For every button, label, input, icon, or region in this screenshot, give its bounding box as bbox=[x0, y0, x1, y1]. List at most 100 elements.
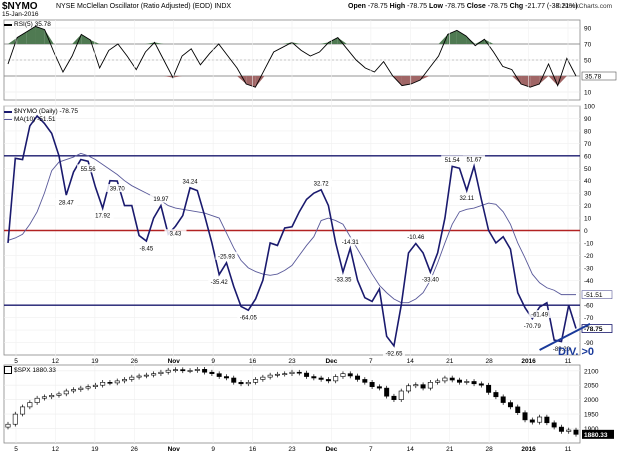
spx-candle bbox=[49, 395, 55, 398]
nymo-data-label-bg bbox=[310, 178, 333, 187]
nymo-data-label-bg bbox=[91, 211, 114, 220]
spx-candle bbox=[245, 382, 251, 385]
nymo-data-label-bg bbox=[208, 277, 231, 286]
spx-x-tick-label: 2016 bbox=[521, 446, 536, 453]
nymo-x-tick-label: 14 bbox=[407, 358, 415, 365]
spx-candle bbox=[376, 386, 382, 389]
nymo-data-label-bg bbox=[463, 155, 486, 164]
nymo-data-label: 19.97 bbox=[153, 197, 169, 203]
rsi-oversold-fill bbox=[255, 76, 265, 88]
spx-candle bbox=[355, 375, 361, 380]
nymo-y-tick-label: -20 bbox=[584, 253, 594, 260]
spx-candle bbox=[478, 383, 484, 386]
spx-candle bbox=[449, 377, 455, 381]
spx-candle bbox=[71, 389, 77, 392]
rsi-legend-swatch-icon bbox=[4, 23, 12, 26]
nymo-x-tick-label: 19 bbox=[91, 358, 99, 365]
spx-candle bbox=[457, 379, 462, 383]
ohlc-readout: Open -78.75 High -78.75 Low -78.75 Close… bbox=[348, 3, 578, 10]
spx-candle bbox=[282, 373, 288, 375]
spx-candle bbox=[362, 379, 368, 383]
nymo-y-tick-label: -60 bbox=[584, 303, 594, 310]
spx-candle bbox=[34, 397, 40, 403]
nymo-data-label: 32.72 bbox=[314, 181, 330, 187]
spx-candle bbox=[92, 384, 98, 387]
nymo-data-label: 55.56 bbox=[81, 167, 97, 173]
nymo-y-tick-label: -10 bbox=[584, 240, 594, 247]
spx-candle bbox=[325, 379, 331, 382]
spx-x-tick-label: 9 bbox=[211, 446, 215, 453]
high-label: High bbox=[389, 3, 406, 10]
nymo-data-label-bg bbox=[528, 310, 551, 319]
spx-candle bbox=[573, 429, 579, 435]
spx-y-tick-label: 2050 bbox=[584, 383, 599, 390]
spx-candle bbox=[304, 372, 310, 377]
rsi-y-tick-label: 50 bbox=[584, 58, 592, 65]
spx-candle bbox=[311, 376, 317, 379]
spx-candle bbox=[347, 373, 353, 377]
ma-last-value-box bbox=[581, 290, 613, 299]
nymo-data-label-bg bbox=[382, 348, 405, 357]
spx-x-tick-label: 23 bbox=[288, 446, 296, 453]
spx-candle bbox=[100, 382, 106, 386]
spx-candle bbox=[420, 384, 426, 389]
nymo-y-tick-label: 60 bbox=[584, 153, 592, 160]
nymo-data-label-bg bbox=[164, 229, 187, 238]
spx-candle bbox=[209, 371, 215, 374]
spx-candle bbox=[122, 379, 127, 382]
rsi-overbought-fill bbox=[44, 29, 54, 44]
spx-candle bbox=[274, 373, 280, 376]
close-value: -78.75 bbox=[487, 3, 508, 10]
spx-candle bbox=[413, 384, 419, 387]
rsi-legend-label: RSI(5) 35.78 bbox=[14, 21, 51, 28]
chg-label: Chg bbox=[509, 3, 524, 10]
nymo-data-label: -70.79 bbox=[524, 324, 542, 330]
spx-candle bbox=[151, 373, 157, 376]
rsi-overbought-fill bbox=[154, 42, 164, 44]
nymo-data-label: -92.65 bbox=[385, 351, 403, 357]
nymo-data-label-bg bbox=[455, 193, 478, 202]
spx-x-tick-label: 21 bbox=[446, 446, 454, 453]
nymo-data-label: 32.11 bbox=[459, 196, 474, 202]
nymo-data-label-bg bbox=[339, 237, 362, 246]
nymo-x-tick-label: 9 bbox=[211, 358, 215, 365]
spx-candle bbox=[464, 381, 470, 383]
nymo-data-label: 51.54 bbox=[445, 158, 461, 164]
nymo-data-label: -14.31 bbox=[342, 240, 360, 246]
spx-candle bbox=[289, 371, 295, 374]
nymo-y-tick-label: 10 bbox=[584, 216, 592, 223]
spx-candle bbox=[398, 390, 404, 400]
nymo-data-label-bg bbox=[55, 198, 78, 207]
spx-candle bbox=[143, 374, 149, 377]
rsi-oversold-fill bbox=[548, 76, 558, 86]
rsi-oversold-fill bbox=[163, 76, 173, 78]
nymo-line bbox=[7, 114, 577, 348]
spx-last-value-box bbox=[582, 429, 614, 439]
rsi-overbought-fill bbox=[438, 34, 448, 44]
nymo-x-tick-label: 26 bbox=[131, 358, 139, 365]
spx-candle bbox=[238, 382, 244, 385]
rsi-overbought-fill bbox=[35, 26, 45, 44]
spx-x-tick-label: Nov bbox=[168, 446, 181, 453]
nymo-x-tick-label: 7 bbox=[369, 358, 373, 365]
nymo-x-tick-label: 5 bbox=[14, 358, 18, 365]
nymo-data-label: -8.45 bbox=[140, 247, 154, 253]
spx-candle bbox=[78, 387, 84, 390]
spx-candle bbox=[223, 376, 229, 379]
spx-candle bbox=[187, 370, 193, 372]
nymo-data-label-bg bbox=[419, 275, 442, 284]
nymo-y-tick-label: 100 bbox=[584, 104, 595, 111]
spx-x-tick-label: 19 bbox=[91, 446, 99, 453]
spx-candle bbox=[566, 429, 572, 432]
nymo-data-label: -33.35 bbox=[334, 278, 352, 284]
spx-candle bbox=[180, 369, 186, 372]
spx-candle bbox=[253, 379, 259, 383]
spx-y-tick-label: 2100 bbox=[584, 368, 599, 375]
nymo-data-label-bg bbox=[404, 232, 427, 241]
rsi-last-value-label: 35.78 bbox=[585, 74, 602, 81]
spx-candle bbox=[20, 406, 26, 415]
spx-candle bbox=[27, 402, 33, 408]
chart-subtitle: NYSE McClellan Oscillator (Ratio Adjuste… bbox=[56, 3, 232, 10]
spx-candle bbox=[333, 376, 339, 382]
rsi-oversold-fill bbox=[411, 76, 421, 84]
